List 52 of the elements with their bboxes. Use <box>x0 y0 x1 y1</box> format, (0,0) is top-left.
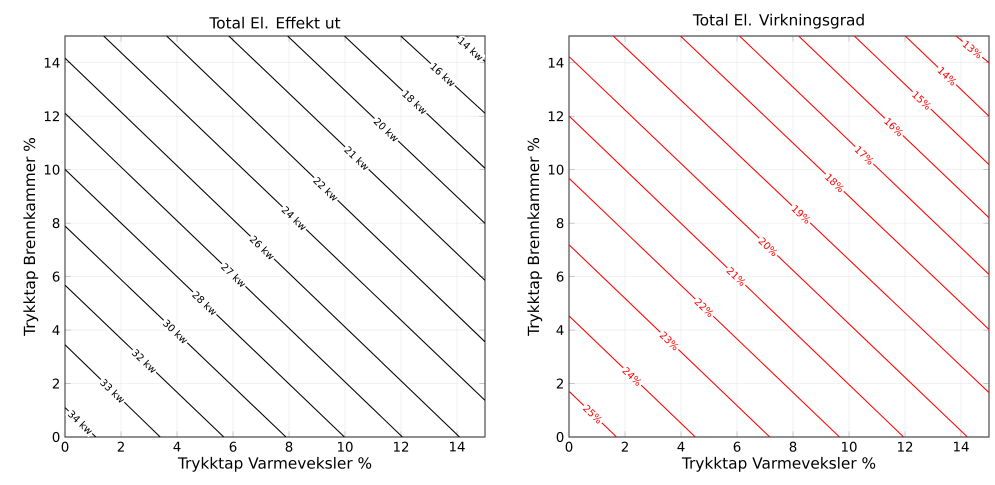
text: 24 kw <box>281 206 306 230</box>
x-tick-label: 14 <box>954 442 969 452</box>
y-tick-label: 0 <box>52 432 60 442</box>
y-tick-label: 12 <box>548 111 563 122</box>
text: 32 kw <box>132 348 156 373</box>
text: 27 kw <box>220 263 246 287</box>
y-tick-label: 12 <box>44 111 59 122</box>
x-tick-label: 2 <box>622 442 628 452</box>
text: 33 kw <box>100 378 124 403</box>
x-tick-label: 8 <box>286 442 292 452</box>
y-tick-label: 6 <box>556 272 564 282</box>
x-tick-label: 4 <box>677 442 684 452</box>
x-axis-title: Trykktap Varmeveksler % <box>682 456 876 472</box>
y-tick-label: 8 <box>52 218 60 228</box>
y-axis-title: Trykktap Brennkammer % <box>527 138 542 336</box>
x-tick-label: 8 <box>790 442 796 452</box>
x-tick-label: 6 <box>230 442 236 452</box>
x-tick-label: 12 <box>898 442 912 452</box>
x-tick-label: 0 <box>566 442 572 452</box>
x-tick-label: 12 <box>394 442 408 452</box>
text: 28 kw <box>192 291 216 315</box>
text: 18 kw <box>402 90 426 114</box>
x-axis-title: Trykktap Varmeveksler % <box>178 456 372 472</box>
x-tick-label: 6 <box>734 442 740 452</box>
x-tick-label: 10 <box>842 442 857 452</box>
text: 16 kw <box>430 62 455 86</box>
text: 22 kw <box>312 176 338 201</box>
text: 30 kw <box>162 319 188 344</box>
y-tick-label: 8 <box>556 218 564 228</box>
text: 20 kw <box>373 118 398 142</box>
x-tick-label: 4 <box>173 442 181 452</box>
x-tick-label: 10 <box>338 442 353 452</box>
y-tick-label: 0 <box>556 432 564 442</box>
y-axis-title: Trykktap Brennkammer % <box>23 138 38 336</box>
y-tick-label: 2 <box>52 378 59 388</box>
y-tick-label: 6 <box>52 272 60 282</box>
chart-title: Total El. Virkningsgrad <box>692 14 864 29</box>
chart-title: Total El. Effekt ut <box>209 16 340 29</box>
text: 14 kw <box>458 37 483 60</box>
x-tick-label: 0 <box>62 442 68 452</box>
y-tick-label: 2 <box>556 378 563 388</box>
text: 21 kw <box>344 146 369 170</box>
x-tick-label: 14 <box>450 442 465 452</box>
y-tick-label: 10 <box>548 164 564 175</box>
y-tick-label: 10 <box>44 164 60 175</box>
y-tick-label: 4 <box>556 325 564 335</box>
text: 34 kw <box>68 410 92 434</box>
y-tick-label: 4 <box>52 325 60 335</box>
x-tick-label: 2 <box>118 442 124 452</box>
y-tick-label: 14 <box>44 58 60 68</box>
y-tick-label: 14 <box>548 58 564 68</box>
text: 26 kw <box>249 235 274 260</box>
